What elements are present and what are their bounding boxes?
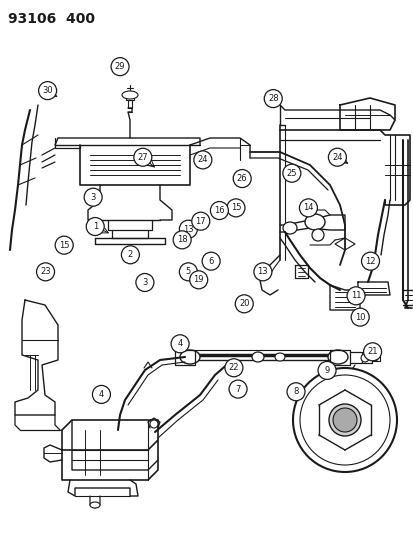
Circle shape <box>133 148 152 166</box>
Text: 5: 5 <box>185 268 190 276</box>
Circle shape <box>328 148 346 166</box>
Text: 24: 24 <box>197 156 208 164</box>
Text: 24: 24 <box>331 153 342 161</box>
Ellipse shape <box>90 502 100 508</box>
Text: 7: 7 <box>235 385 240 393</box>
Circle shape <box>286 383 304 401</box>
Text: 23: 23 <box>40 268 51 276</box>
Ellipse shape <box>252 352 263 362</box>
Circle shape <box>363 343 381 361</box>
Ellipse shape <box>311 229 323 241</box>
Text: 15: 15 <box>230 204 241 212</box>
Text: 2: 2 <box>128 251 133 259</box>
Text: 13: 13 <box>183 225 193 233</box>
Circle shape <box>111 58 129 76</box>
Circle shape <box>202 252 220 270</box>
Ellipse shape <box>274 353 284 361</box>
Ellipse shape <box>122 91 138 99</box>
Circle shape <box>226 199 244 217</box>
Text: 1: 1 <box>93 222 97 231</box>
Text: 20: 20 <box>238 300 249 308</box>
Circle shape <box>191 212 209 230</box>
Text: 3: 3 <box>90 193 95 201</box>
Circle shape <box>299 199 317 217</box>
Circle shape <box>92 385 110 403</box>
Circle shape <box>233 169 251 188</box>
Ellipse shape <box>371 355 377 361</box>
Circle shape <box>253 263 271 281</box>
Text: 19: 19 <box>193 276 204 284</box>
Circle shape <box>84 188 102 206</box>
Text: 22: 22 <box>228 364 239 372</box>
Ellipse shape <box>282 222 296 234</box>
Text: 93106  400: 93106 400 <box>8 12 95 26</box>
Text: 27: 27 <box>137 153 148 161</box>
Circle shape <box>263 90 282 108</box>
Ellipse shape <box>150 420 158 428</box>
Circle shape <box>350 308 368 326</box>
Circle shape <box>332 408 356 432</box>
Text: 3: 3 <box>142 278 147 287</box>
Circle shape <box>179 263 197 281</box>
Circle shape <box>121 246 139 264</box>
Text: 4: 4 <box>99 390 104 399</box>
Text: 25: 25 <box>286 169 297 177</box>
Text: 28: 28 <box>267 94 278 103</box>
Ellipse shape <box>304 214 324 230</box>
Text: 6: 6 <box>208 257 213 265</box>
Circle shape <box>299 375 389 465</box>
Circle shape <box>189 271 207 289</box>
Circle shape <box>86 217 104 236</box>
Circle shape <box>55 236 73 254</box>
Circle shape <box>346 287 364 305</box>
Text: 16: 16 <box>214 206 224 215</box>
Circle shape <box>317 361 335 379</box>
Circle shape <box>235 295 253 313</box>
Circle shape <box>224 359 242 377</box>
Circle shape <box>228 380 247 398</box>
Circle shape <box>173 231 191 249</box>
Text: 4: 4 <box>177 340 182 348</box>
Text: 15: 15 <box>59 241 69 249</box>
Text: 26: 26 <box>236 174 247 183</box>
Text: 18: 18 <box>176 236 187 244</box>
Text: 14: 14 <box>302 204 313 212</box>
Circle shape <box>38 82 57 100</box>
Ellipse shape <box>360 354 368 362</box>
Circle shape <box>210 201 228 220</box>
Text: 29: 29 <box>114 62 125 71</box>
Circle shape <box>328 404 360 436</box>
Circle shape <box>193 151 211 169</box>
Text: 9: 9 <box>324 366 329 375</box>
Text: 10: 10 <box>354 313 365 321</box>
Text: 30: 30 <box>42 86 53 95</box>
Circle shape <box>292 368 396 472</box>
Text: 8: 8 <box>293 387 298 396</box>
Circle shape <box>171 335 189 353</box>
Circle shape <box>36 263 55 281</box>
Text: 17: 17 <box>195 217 206 225</box>
Ellipse shape <box>327 350 347 364</box>
Text: 11: 11 <box>350 292 361 300</box>
Circle shape <box>179 220 197 238</box>
Circle shape <box>361 252 379 270</box>
Text: 12: 12 <box>364 257 375 265</box>
Text: 13: 13 <box>257 268 268 276</box>
Circle shape <box>135 273 154 292</box>
Text: 21: 21 <box>366 348 377 356</box>
Circle shape <box>282 164 300 182</box>
Ellipse shape <box>180 350 199 364</box>
